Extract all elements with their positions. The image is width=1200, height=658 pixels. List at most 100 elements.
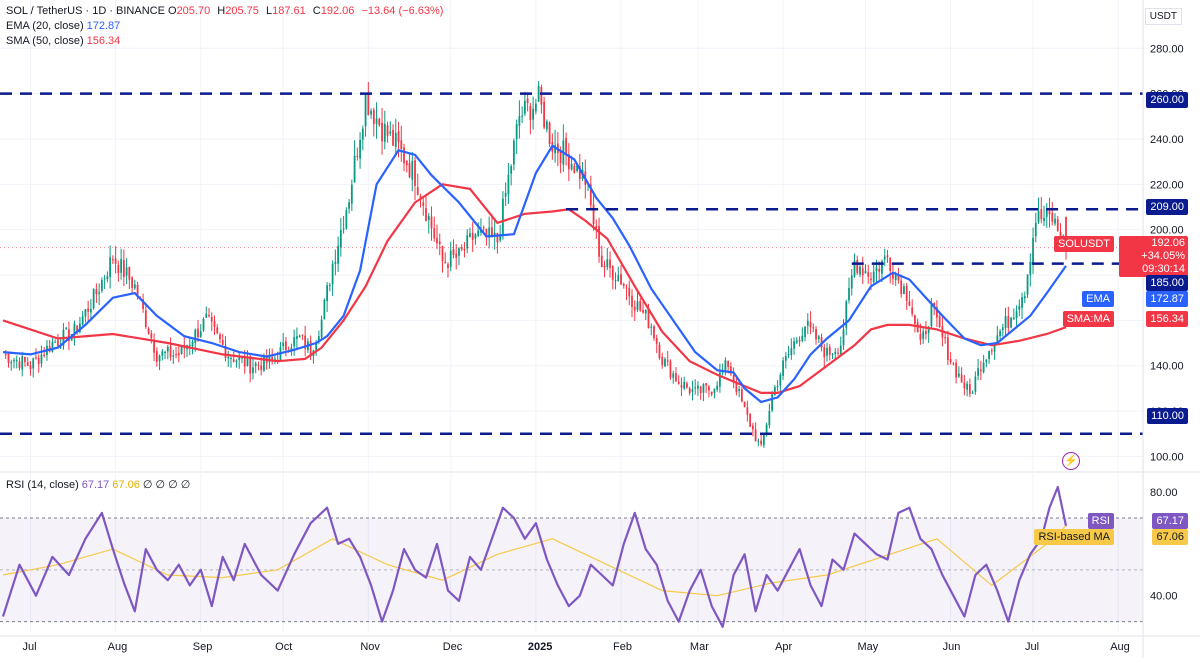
rsi-pane	[1, 485, 1068, 628]
candle-body	[614, 280, 617, 282]
candle-body	[79, 323, 81, 333]
candle-body	[576, 164, 578, 171]
candle-body	[169, 346, 172, 358]
candle-body	[268, 355, 271, 363]
time-tick-label: Sep	[193, 641, 213, 653]
symbol-legend[interactable]: SOL / TetherUS · 1D · BINANCE O205.70 H2…	[6, 4, 447, 19]
close-key: C	[312, 5, 321, 17]
rsi-legend[interactable]: RSI (14, close) 67.17 67.06 ∅ ∅ ∅ ∅	[6, 478, 190, 493]
time-axis[interactable]: Jul Aug Sep Oct Nov Dec 2025 Feb Mar Apr May Jun Jul…	[0, 635, 1200, 653]
candle-body	[197, 328, 199, 338]
lightning-icon[interactable]: ⚡	[1062, 452, 1080, 470]
candle-body	[296, 336, 298, 339]
candle-body	[348, 202, 350, 209]
candle-body	[367, 92, 370, 116]
candle-body	[815, 329, 817, 340]
candle-body	[109, 257, 112, 277]
candle-body	[375, 118, 378, 125]
candle-body	[315, 342, 318, 351]
time-tick-label: Jul	[1025, 641, 1039, 653]
candle-body	[370, 110, 372, 115]
candle-body	[633, 306, 636, 311]
candle-body	[894, 274, 897, 281]
candle-body	[881, 261, 883, 274]
candle-body	[449, 250, 452, 267]
candle-body	[598, 226, 600, 257]
candle-body	[317, 336, 320, 342]
candle-body	[510, 165, 513, 174]
candle-body	[977, 368, 979, 376]
sma-legend[interactable]: SMA (50, close) 156.34	[6, 34, 120, 49]
candle-body	[828, 347, 831, 355]
candle-body	[686, 383, 688, 388]
candle-body	[117, 264, 120, 274]
time-tick-label: Apr	[775, 641, 792, 653]
candle-body	[493, 232, 496, 237]
candle-body	[155, 351, 158, 362]
candle-body	[471, 232, 474, 240]
currency-label[interactable]: USDT	[1144, 8, 1182, 25]
candle-body	[133, 284, 136, 289]
candle-body	[90, 309, 92, 313]
candle-body	[1051, 212, 1054, 222]
candle-body	[925, 331, 927, 335]
price-tick-label: 280.00	[1150, 43, 1184, 55]
candle-body	[438, 241, 441, 245]
candle-body	[219, 334, 221, 340]
candle-body	[65, 327, 68, 329]
time-tick-label: Mar	[690, 641, 709, 653]
candle-body	[999, 331, 1001, 337]
rsi-legend-value: 67.17	[81, 479, 110, 491]
candle-body	[864, 270, 867, 274]
candle-body	[95, 289, 98, 295]
candle-body	[578, 165, 581, 180]
candle-body	[809, 321, 812, 328]
candle-body	[252, 367, 254, 374]
candle-body	[675, 373, 677, 382]
candle-body	[905, 285, 908, 301]
candle-body	[243, 357, 246, 367]
candle-body	[878, 268, 881, 272]
candle-body	[691, 389, 694, 392]
candle-body	[952, 363, 955, 365]
candle-body	[411, 160, 414, 180]
candle-body	[804, 327, 806, 337]
candle-body	[622, 284, 625, 287]
candle-body	[817, 336, 820, 340]
candle-body	[724, 360, 727, 371]
sma-legend-label: SMA (50, close)	[6, 35, 84, 47]
candle-body	[320, 319, 323, 338]
candle-body	[529, 105, 532, 121]
candle-body	[416, 187, 419, 195]
candle-body	[1056, 219, 1059, 231]
candle-body	[224, 345, 227, 359]
candle-body	[971, 392, 974, 394]
candle-body	[1015, 311, 1018, 319]
candle-body	[710, 391, 713, 395]
candle-body	[872, 271, 875, 283]
candle-body	[573, 165, 576, 173]
candle-body	[15, 359, 18, 362]
price-tick-label: 240.00	[1150, 134, 1184, 146]
candle-body	[59, 346, 62, 348]
candle-body	[875, 267, 878, 271]
candle-body	[427, 215, 430, 221]
candle-body	[235, 360, 238, 363]
candle-body	[870, 278, 872, 281]
candle-body	[609, 259, 611, 268]
candle-body	[331, 263, 334, 285]
candle-body	[955, 362, 958, 378]
candle-body	[361, 128, 364, 140]
candle-body	[507, 174, 510, 195]
candle-body	[903, 286, 905, 295]
candle-body	[120, 259, 123, 273]
candle-body	[444, 261, 447, 263]
candle-body	[1012, 317, 1015, 320]
rsi-ma-legend-value: 67.06	[112, 479, 140, 491]
candle-body	[147, 328, 150, 334]
candle-body	[474, 234, 477, 239]
candle-body	[263, 355, 265, 371]
ema-legend[interactable]: EMA (20, close) 172.87	[6, 19, 120, 34]
candle-body	[177, 353, 180, 356]
